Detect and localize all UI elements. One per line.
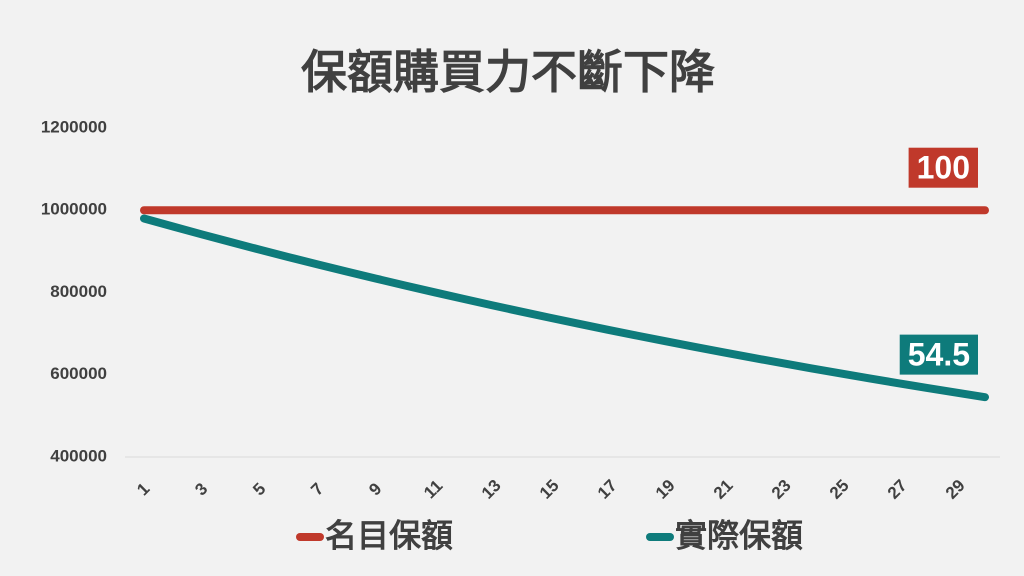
x-tick-label: 11 bbox=[420, 476, 446, 502]
annotation: 100 bbox=[917, 150, 970, 186]
y-tick-label: 800000 bbox=[50, 282, 107, 301]
x-tick-label: 25 bbox=[826, 476, 853, 503]
x-tick-label: 23 bbox=[768, 476, 795, 503]
x-tick-label: 9 bbox=[365, 479, 385, 499]
x-tick-label: 27 bbox=[884, 476, 911, 503]
annotation-box bbox=[908, 147, 978, 188]
chart-title: 保額購買力不斷下降 bbox=[301, 46, 715, 98]
y-tick-label: 1200000 bbox=[41, 117, 107, 136]
y-tick-label: 600000 bbox=[50, 364, 107, 383]
x-tick-label: 15 bbox=[536, 476, 563, 503]
x-tick-label: 29 bbox=[942, 476, 969, 503]
annotation-box bbox=[899, 334, 978, 375]
x-tick-label: 17 bbox=[594, 476, 621, 503]
legend-label: 實際保額 bbox=[675, 517, 803, 553]
annotation: 54.5 bbox=[908, 337, 970, 373]
x-tick-label: 3 bbox=[191, 479, 211, 499]
legend-label: 名目保額 bbox=[325, 517, 453, 553]
y-tick-label: 1000000 bbox=[41, 200, 107, 219]
series-line bbox=[140, 214, 989, 402]
x-tick-label: 19 bbox=[652, 476, 679, 503]
y-tick-label: 400000 bbox=[50, 446, 107, 465]
x-tick-label: 13 bbox=[478, 476, 505, 503]
x-tick-label: 5 bbox=[249, 479, 269, 499]
x-tick-label: 21 bbox=[710, 476, 737, 503]
x-tick-label: 7 bbox=[307, 479, 327, 499]
x-tick-label: 1 bbox=[133, 479, 153, 499]
